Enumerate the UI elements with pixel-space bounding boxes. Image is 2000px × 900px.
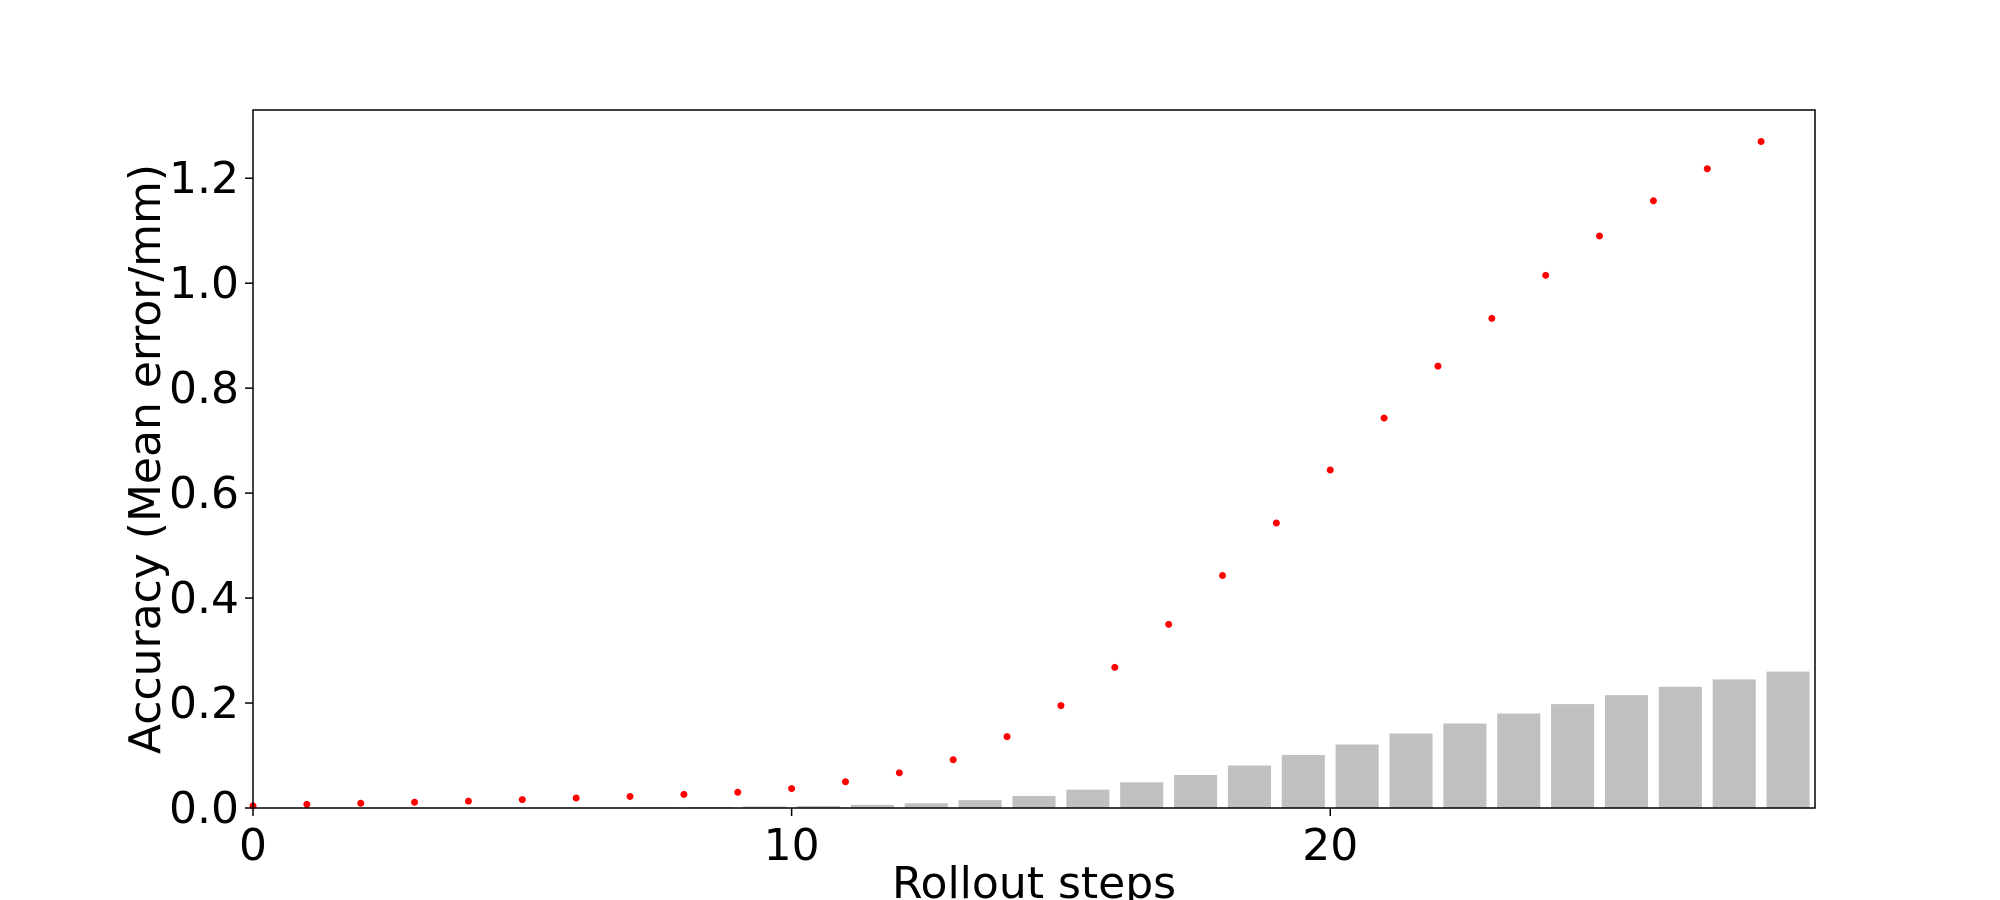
bar-step-15 [1066,789,1110,808]
y-tick-label-1: 0.2 [169,678,239,729]
bar-step-23 [1497,713,1541,808]
point-step-25 [1596,232,1604,240]
bar-step-14 [1012,795,1056,808]
point-step-3 [411,798,419,806]
point-step-24 [1542,271,1550,279]
y-axis-label: Accuracy (Mean error/mm) [120,164,171,754]
point-step-12 [895,769,903,777]
bar-step-20 [1335,744,1379,808]
y-tick-label-6: 1.2 [169,153,239,204]
bar-step-28 [1766,671,1810,808]
bar-step-27 [1712,679,1756,808]
bar-step-19 [1281,754,1325,808]
bars-layer [473,671,1810,808]
y-tick-label-4: 0.8 [169,363,239,414]
point-step-10 [788,785,796,793]
bar-step-9 [743,806,787,808]
point-step-9 [734,788,742,796]
point-step-27 [1703,165,1711,173]
bar-step-21 [1389,733,1433,808]
point-step-7 [626,792,634,800]
point-step-26 [1649,197,1657,205]
point-step-16 [1111,663,1119,671]
y-ticks-layer: 0.0 0.2 0.4 0.6 0.8 1.0 1.2 [169,153,253,834]
bar-step-13 [958,800,1002,808]
x-ticks-layer: 0 10 20 [239,808,1358,871]
point-step-19 [1272,519,1280,527]
point-step-21 [1380,414,1388,422]
point-step-23 [1488,314,1496,322]
x-tick-label-20: 20 [1302,820,1358,871]
x-tick-label-10: 10 [764,820,820,871]
point-step-4 [464,797,472,805]
bar-step-17 [1174,774,1218,808]
x-tick-label-0: 0 [239,820,267,871]
point-step-13 [949,756,957,764]
point-step-6 [572,794,580,802]
y-tick-label-5: 1.0 [169,258,239,309]
point-step-14 [1003,733,1011,741]
bar-step-12 [904,803,948,808]
point-step-22 [1434,362,1442,370]
point-step-20 [1326,466,1334,474]
point-step-2 [357,799,365,807]
y-tick-label-0: 0.0 [169,783,239,834]
point-step-11 [841,778,849,786]
point-step-8 [680,790,688,798]
point-step-28 [1757,137,1765,145]
point-step-15 [1057,702,1065,710]
points-layer [249,137,1765,810]
bar-step-22 [1443,723,1487,808]
bar-step-18 [1227,765,1271,808]
plot-frame [252,109,1816,809]
bar-step-16 [1120,782,1164,808]
bar-step-24 [1551,704,1595,808]
bar-step-11 [850,804,894,808]
point-step-1 [303,800,311,808]
point-step-5 [518,796,526,804]
y-tick-label-2: 0.4 [169,573,239,624]
point-step-17 [1165,620,1173,628]
x-axis-label: Rollout steps [892,858,1176,900]
bar-step-25 [1604,695,1649,808]
bar-step-26 [1658,686,1702,808]
bar-step-10 [797,805,841,808]
y-tick-label-3: 0.6 [169,468,239,519]
point-step-18 [1219,572,1227,580]
